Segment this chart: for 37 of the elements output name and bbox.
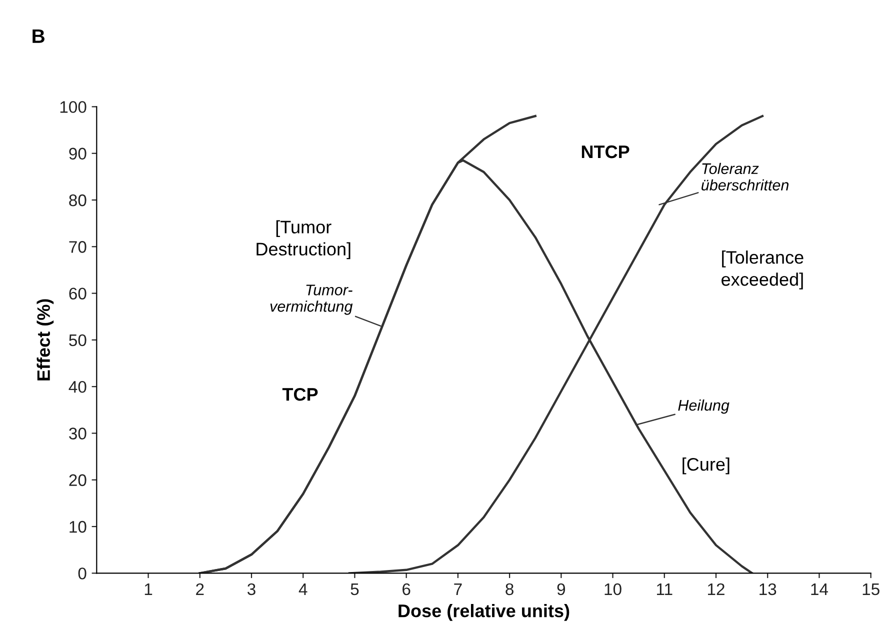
y-tick-label: 10 — [70, 520, 86, 533]
x-tick-label: 3 — [247, 583, 256, 596]
y-tick-label: 90 — [69, 148, 86, 160]
x-tick-label: 8 — [506, 583, 514, 596]
y-tick-label: 60 — [69, 288, 86, 300]
annotation: TCP — [282, 388, 318, 401]
x-tick-label: 2 — [196, 583, 204, 595]
x-tick-label: 11 — [657, 584, 672, 595]
x-tick-label: 12 — [708, 583, 724, 595]
annotation: NTCP — [582, 145, 630, 158]
x-tick-label: 4 — [298, 584, 308, 595]
x-tick-label: 9 — [557, 583, 566, 596]
x-tick-label: 14 — [811, 584, 828, 595]
annotation: Heilung — [678, 399, 730, 414]
y-tick-label: 0 — [78, 568, 86, 580]
y-axis-title: Effect (%) — [36, 299, 54, 380]
x-axis-title: Dose (relative units) — [398, 604, 570, 621]
x-tick-label: 1 — [144, 584, 152, 595]
y-tick-label: 100 — [60, 101, 86, 113]
annotation: [Cure] — [682, 457, 730, 474]
x-tick-label: 15 — [862, 584, 880, 596]
y-tick-label: 20 — [69, 474, 86, 486]
x-tick-label: 10 — [604, 583, 622, 596]
annotation: Toleranz überschritten — [702, 162, 789, 191]
chart-title: B — [32, 29, 44, 43]
annotation: Tumor- vermichtung — [270, 284, 353, 315]
annotation: [Tolerance exceeded] — [722, 250, 804, 290]
y-tick-label: 30 — [69, 428, 86, 440]
y-tick-label: 70 — [69, 241, 86, 253]
x-tick-label: 13 — [760, 583, 776, 596]
x-tick-label: 7 — [454, 584, 462, 595]
x-tick-label: 6 — [402, 583, 410, 596]
annotation: [Tumor Destruction] — [256, 220, 350, 260]
y-tick-label: 80 — [69, 194, 86, 206]
x-tick-label: 5 — [350, 584, 359, 596]
y-tick-label: 50 — [69, 334, 86, 346]
y-tick-label: 40 — [68, 380, 86, 393]
